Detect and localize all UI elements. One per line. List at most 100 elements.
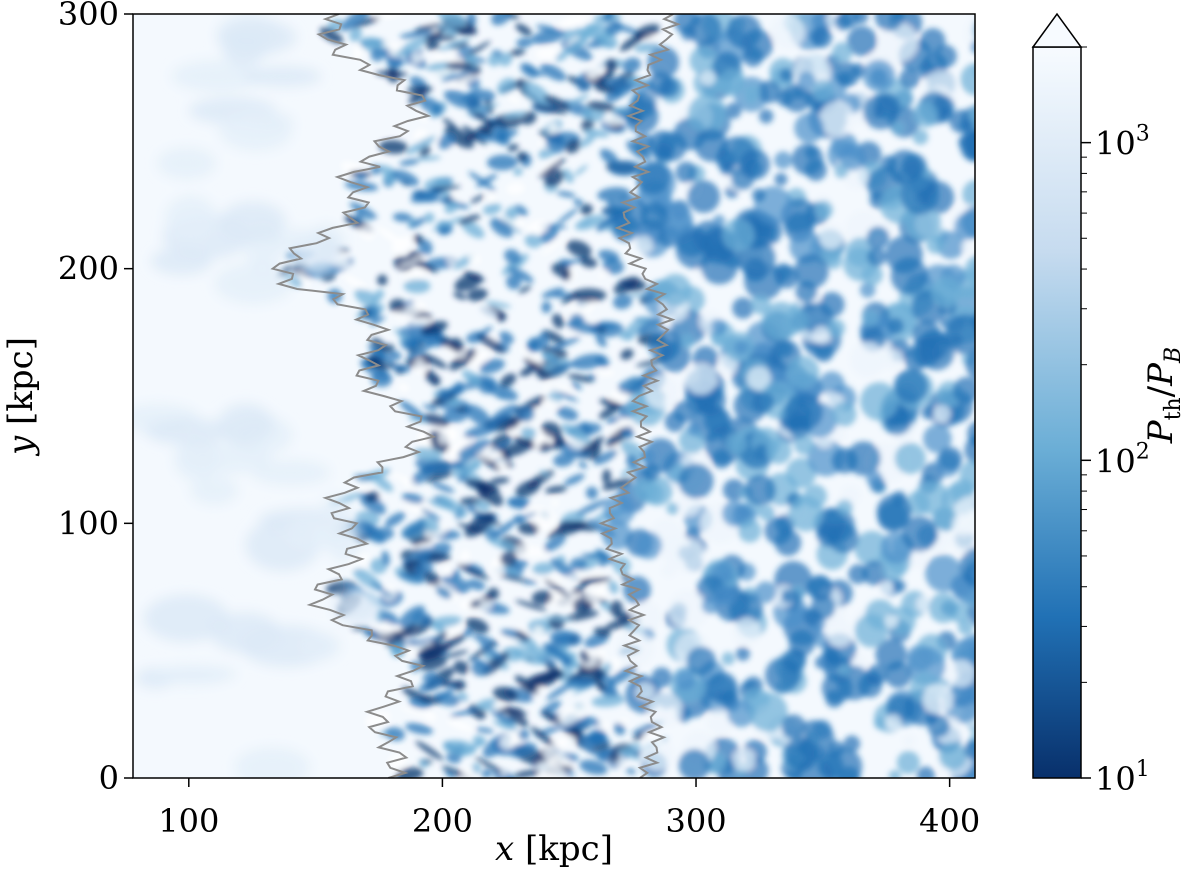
field-cell xyxy=(589,731,608,744)
field-cell xyxy=(817,752,844,778)
field-cell xyxy=(783,308,809,334)
field-cell xyxy=(219,201,287,243)
field-cell xyxy=(553,452,575,467)
field-cell xyxy=(792,86,805,100)
field-cell xyxy=(818,223,844,250)
field-cell xyxy=(418,694,442,704)
field-cell xyxy=(916,766,935,778)
field-cell xyxy=(640,201,670,231)
field-cell xyxy=(366,355,388,371)
field-cell xyxy=(750,294,771,315)
field-cell xyxy=(915,190,931,206)
field-cell xyxy=(571,288,607,302)
field-cell xyxy=(395,302,427,320)
field-cell xyxy=(406,343,434,359)
field-cell xyxy=(838,142,867,171)
field-cell xyxy=(370,581,393,598)
field-cell xyxy=(587,73,597,78)
field-cell xyxy=(538,157,567,179)
field-cell xyxy=(579,133,596,148)
field-cell xyxy=(601,478,633,491)
field-cell xyxy=(786,355,820,390)
field-cell xyxy=(444,200,460,214)
field-cell xyxy=(460,549,470,566)
field-cell xyxy=(443,565,452,577)
field-cell xyxy=(580,553,608,559)
field-cell xyxy=(143,594,229,643)
field-cell xyxy=(825,252,843,270)
field-cell xyxy=(564,610,599,622)
field-cell xyxy=(408,335,422,347)
field-cell xyxy=(542,384,573,393)
field-cell xyxy=(843,164,868,189)
field-cell xyxy=(522,580,538,585)
colorbar-tick-label: 103 xyxy=(1095,122,1150,163)
field-cell xyxy=(555,49,570,62)
field-cell xyxy=(647,692,683,728)
field-cell xyxy=(549,336,581,351)
field-cell xyxy=(887,317,904,335)
field-cell xyxy=(425,40,440,50)
field-cell xyxy=(479,358,505,374)
field-cell xyxy=(608,160,643,177)
field-cell xyxy=(174,436,220,482)
field-cell xyxy=(959,547,975,587)
field-cell xyxy=(608,752,620,763)
field-cell xyxy=(922,683,954,715)
field-cell xyxy=(606,416,621,424)
field-cell xyxy=(617,630,654,667)
field-cell xyxy=(633,477,658,503)
field-cell xyxy=(826,318,846,338)
field-cell xyxy=(451,461,466,468)
field-cell xyxy=(437,14,467,28)
field-cell xyxy=(914,480,949,515)
field-cell xyxy=(742,46,764,67)
field-cell xyxy=(486,193,496,203)
field-cell xyxy=(410,217,426,229)
field-cell xyxy=(616,749,643,761)
field-cell xyxy=(457,439,491,458)
field-cell xyxy=(834,164,849,179)
field-cell xyxy=(299,632,341,660)
field-cell xyxy=(721,218,755,252)
field-cell xyxy=(876,494,912,530)
field-cell xyxy=(389,472,417,485)
field-cell xyxy=(393,256,413,271)
field-cell xyxy=(548,122,558,135)
field-cell xyxy=(514,675,535,691)
plot-frame xyxy=(132,13,976,779)
field-cell xyxy=(921,405,935,420)
field-cell xyxy=(542,329,566,345)
field-cell xyxy=(899,68,920,89)
field-cell xyxy=(417,515,440,532)
field-cell xyxy=(431,216,465,232)
x-axis-label: x [kpc] xyxy=(495,829,613,869)
field-cell xyxy=(453,660,469,675)
field-cell xyxy=(488,404,518,427)
field-cell xyxy=(862,59,896,92)
field-cell xyxy=(678,463,714,499)
field-cell xyxy=(811,79,835,102)
field-cell xyxy=(354,212,364,222)
field-cell xyxy=(596,33,618,49)
field-cell xyxy=(601,519,632,550)
field-cell xyxy=(417,114,429,123)
field-cell xyxy=(853,14,869,24)
field-cell xyxy=(754,444,770,460)
field-cell xyxy=(687,180,721,213)
field-cell xyxy=(598,269,609,279)
field-cell xyxy=(506,274,522,290)
field-cell xyxy=(567,373,594,383)
field-cell xyxy=(415,155,441,161)
field-cell xyxy=(392,212,412,222)
field-cell xyxy=(549,630,583,647)
y-tick-label: 300 xyxy=(58,0,119,33)
field-cell xyxy=(540,63,567,82)
field-cell xyxy=(515,23,532,36)
field-cell xyxy=(542,748,571,769)
field-cell xyxy=(885,713,902,731)
field-cell xyxy=(443,345,466,358)
field-cell xyxy=(399,706,434,719)
field-cell xyxy=(461,369,482,387)
field-cell xyxy=(669,537,705,573)
